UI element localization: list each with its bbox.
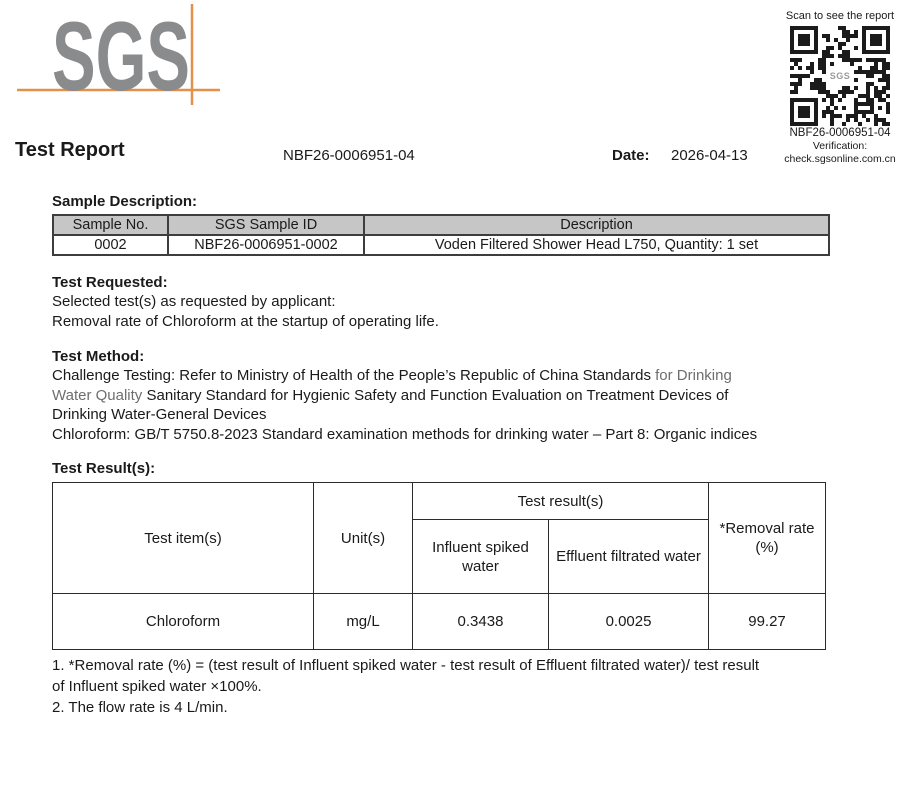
footnote-line: 1. *Removal rate (%) = (test result of I… <box>52 657 760 674</box>
test-requested-line: Selected test(s) as requested by applica… <box>52 293 336 310</box>
report-body: Sample Description: Sample No. SGS Sampl… <box>52 193 838 718</box>
test-method-line: Water Quality Sanitary Standard for Hygi… <box>52 386 838 406</box>
removal-rate-cell: 99.27 <box>708 593 827 650</box>
test-method-line: Chloroform: GB/T 5750.8-2023 Standard ex… <box>52 425 758 443</box>
qr-code: SGS <box>790 26 890 126</box>
qr-verification-url: check.sgsonline.com.cn <box>784 152 896 165</box>
test-results-heading: Test Result(s): <box>52 460 156 477</box>
removal-rate-header: *Removal rate (%) <box>708 482 827 594</box>
report-number: NBF26-0006951-04 <box>283 147 415 164</box>
date-label: Date: <box>612 147 650 164</box>
footnote-line: of Influent spiked water ×100%. <box>52 678 262 695</box>
qr-scan-label: Scan to see the report <box>785 10 895 22</box>
test-results-section: Test Result(s): Test item(s) Unit(s) Tes… <box>52 460 838 650</box>
unit-cell: mg/L <box>313 593 413 650</box>
method-text-black: Sanitary Standard for Hygienic Safety an… <box>146 386 729 404</box>
footnotes: 1. *Removal rate (%) = (test result of I… <box>52 655 838 718</box>
test-result-group-header: Test result(s) <box>411 482 710 520</box>
result-header-row-1: Test item(s) Unit(s) Test result(s) *Rem… <box>52 482 827 594</box>
effluent-header: Effluent filtrated water <box>547 519 710 594</box>
qr-center-sgs-label: SGS <box>827 70 853 82</box>
influent-header: Influent spiked water <box>412 519 549 594</box>
description-cell: Voden Filtered Shower Head L750, Quantit… <box>363 234 830 256</box>
description-header: Description <box>363 214 830 236</box>
test-method-line: Drinking Water-General Devices <box>52 406 267 423</box>
footnote-line: 2. The flow rate is 4 L/min. <box>52 699 228 716</box>
unit-header: Unit(s) <box>313 482 413 594</box>
qr-report-number: NBF26-0006951-04 <box>789 127 891 139</box>
result-header-row-2: Influent spiked water Effluent filtrated… <box>53 519 826 594</box>
test-requested-heading: Test Requested: <box>52 274 168 291</box>
sample-no-header: Sample No. <box>52 214 169 236</box>
sample-no-cell: 0002 <box>52 234 169 256</box>
sample-table-header-row: Sample No. SGS Sample ID Description <box>52 214 830 236</box>
result-data-row: Chloroform mg/L 0.3438 0.0025 99.27 <box>52 593 827 650</box>
test-requested-section: Test Requested: Selected test(s) as requ… <box>52 274 838 331</box>
test-results-table: Test item(s) Unit(s) Test result(s) *Rem… <box>52 482 827 650</box>
influent-cell: 0.3438 <box>412 593 549 650</box>
logo-text: SGS <box>52 1 190 111</box>
method-text-gray: for Drinking <box>655 367 732 384</box>
qr-panel: Scan to see the report SGS NBF26-0006951… <box>776 10 904 165</box>
test-requested-line: Removal rate of Chloroform at the startu… <box>52 312 439 330</box>
test-method-line: Challenge Testing: Refer to Ministry of … <box>52 366 838 386</box>
test-item-header: Test item(s) <box>52 482 314 594</box>
date-value: 2026-04-13 <box>671 147 748 164</box>
qr-code-image <box>790 26 890 126</box>
sgs-sample-id-header: SGS Sample ID <box>167 214 365 236</box>
method-text-gray: Water Quality <box>52 386 143 404</box>
test-method-heading: Test Method: <box>52 348 145 365</box>
qr-verification-label: Verification: <box>812 140 868 152</box>
method-text-black: Challenge Testing: Refer to Ministry of … <box>52 367 651 384</box>
sample-table-row: 0002 NBF26-0006951-0002 Voden Filtered S… <box>52 234 830 256</box>
sample-description-table: Sample No. SGS Sample ID Description 000… <box>52 214 830 256</box>
test-method-section: Test Method: Challenge Testing: Refer to… <box>52 348 838 444</box>
page-title: Test Report <box>15 139 125 161</box>
sgs-logo: SGS <box>17 1 220 111</box>
test-item-cell: Chloroform <box>52 593 314 650</box>
effluent-cell: 0.0025 <box>547 593 710 650</box>
sample-description-heading: Sample Description: <box>52 193 198 210</box>
sgs-sample-id-cell: NBF26-0006951-0002 <box>167 234 365 256</box>
